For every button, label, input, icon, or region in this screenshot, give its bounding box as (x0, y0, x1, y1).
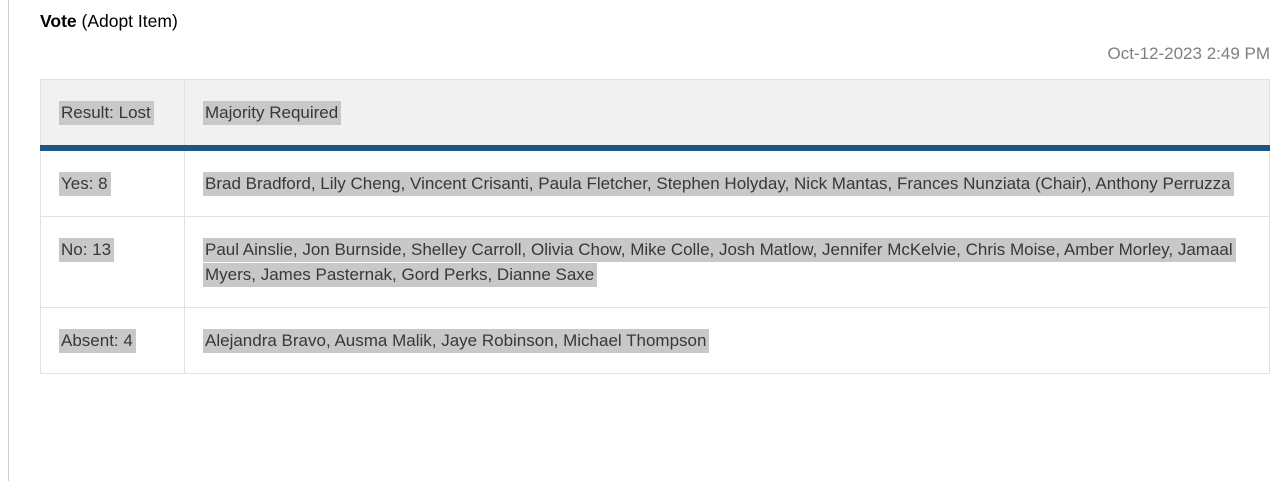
vote-table-body: Yes: 8 Brad Bradford, Lily Cheng, Vincen… (40, 147, 1270, 374)
absent-count-cell: Absent: 4 (40, 307, 185, 374)
vote-table-header: Result: Lost Majority Required (40, 79, 1270, 151)
vote-panel: Vote (Adopt Item) Oct-12-2023 2:49 PM Re… (8, 0, 1280, 481)
vote-row-yes: Yes: 8 Brad Bradford, Lily Cheng, Vincen… (40, 147, 1270, 217)
result-status-text: Result: Lost (59, 101, 154, 125)
no-count-text: No: 13 (59, 238, 115, 262)
yes-count-text: Yes: 8 (59, 172, 111, 196)
vote-table-header-row: Result: Lost Majority Required (40, 79, 1270, 151)
majority-header-cell: Majority Required (184, 79, 1270, 151)
no-voters-cell: Paul Ainslie, Jon Burnside, Shelley Carr… (184, 216, 1270, 308)
majority-required-text: Majority Required (203, 101, 342, 125)
yes-voters-cell: Brad Bradford, Lily Cheng, Vincent Crisa… (184, 147, 1270, 217)
vote-title: Vote (Adopt Item) (40, 0, 1270, 32)
absent-voters-text: Alejandra Bravo, Ausma Malik, Jaye Robin… (203, 329, 710, 353)
no-count-cell: No: 13 (40, 216, 185, 308)
vote-row-absent: Absent: 4 Alejandra Bravo, Ausma Malik, … (40, 307, 1270, 374)
no-voters-text: Paul Ainslie, Jon Burnside, Shelley Carr… (203, 238, 1236, 287)
vote-title-keyword: Vote (40, 11, 77, 31)
absent-voters-cell: Alejandra Bravo, Ausma Malik, Jaye Robin… (184, 307, 1270, 374)
vote-row-no: No: 13 Paul Ainslie, Jon Burnside, Shell… (40, 216, 1270, 308)
result-header-cell: Result: Lost (40, 79, 185, 151)
yes-count-cell: Yes: 8 (40, 147, 185, 217)
vote-results-table: Result: Lost Majority Required Yes: 8 Br… (40, 79, 1270, 374)
yes-voters-text: Brad Bradford, Lily Cheng, Vincent Crisa… (203, 172, 1234, 196)
vote-title-motion-type: (Adopt Item) (76, 11, 178, 31)
vote-timestamp: Oct-12-2023 2:49 PM (1107, 44, 1270, 63)
absent-count-text: Absent: 4 (59, 329, 136, 353)
